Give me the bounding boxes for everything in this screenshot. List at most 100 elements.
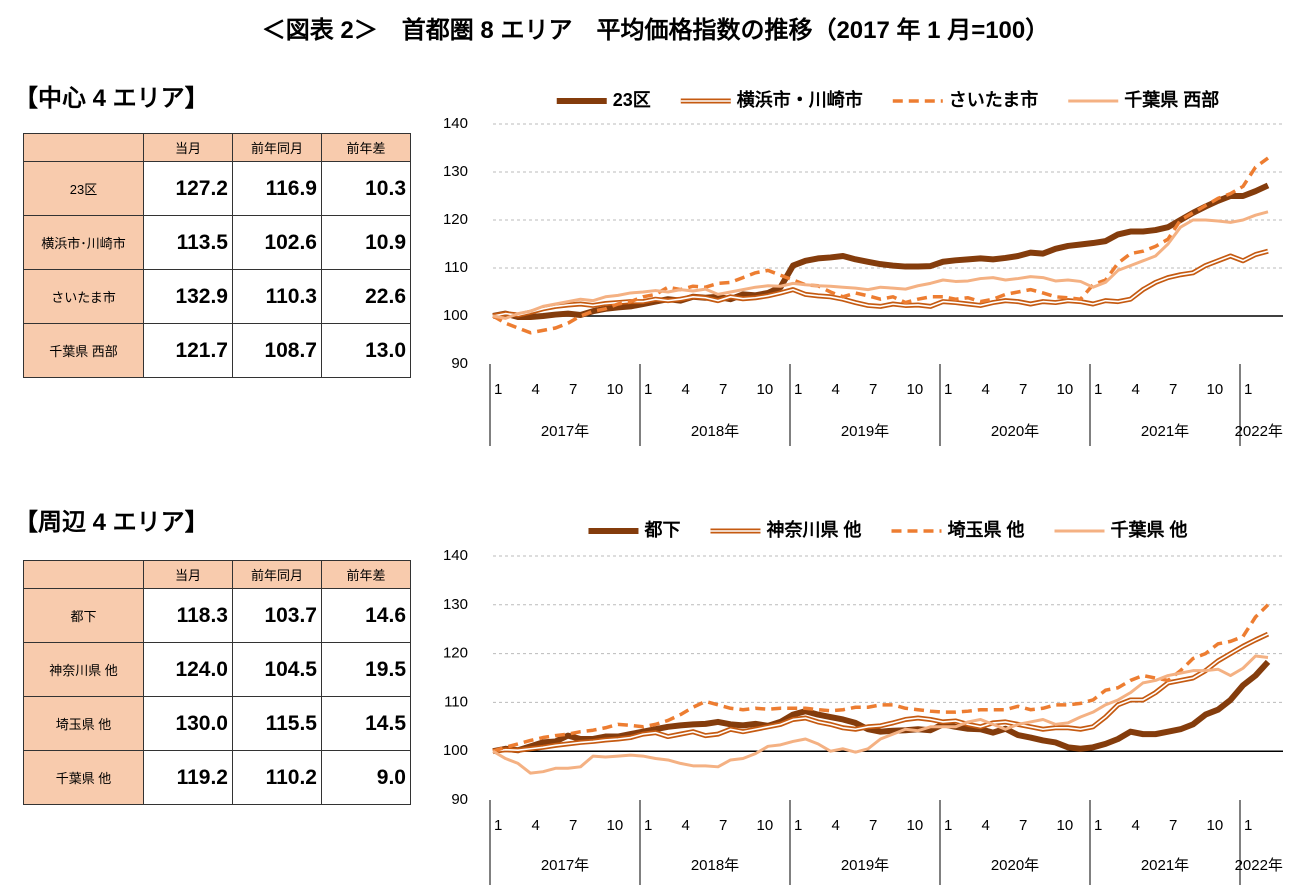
- series-line: [492, 659, 1271, 755]
- x-tick-label: 10: [907, 817, 924, 834]
- group-label: 2021年: [1141, 423, 1189, 440]
- y-tick-label: 100: [443, 307, 468, 324]
- header-cell: 前年差: [321, 133, 411, 162]
- series-line: [492, 182, 1270, 320]
- header-cell: [23, 560, 144, 589]
- row-label: さいたま市: [23, 269, 144, 324]
- x-tick-label: 10: [757, 381, 774, 398]
- value-cell: 124.0: [143, 642, 233, 697]
- group-label: 2018年: [691, 423, 739, 440]
- group-label: 2022年: [1235, 423, 1283, 440]
- value-cell: 130.0: [143, 696, 233, 751]
- group-label: 2018年: [691, 857, 739, 874]
- x-tick-label: 4: [832, 817, 840, 834]
- x-tick-label: 1: [494, 381, 502, 398]
- legend-label: さいたま市: [949, 89, 1038, 110]
- x-tick-label: 7: [569, 817, 577, 834]
- y-tick-label: 110: [444, 259, 468, 276]
- x-tick-label: 4: [682, 817, 690, 834]
- x-tick-label: 10: [1207, 381, 1224, 398]
- x-tick-label: 10: [907, 381, 924, 398]
- x-tick-label: 10: [1057, 381, 1074, 398]
- x-tick-label: 4: [532, 381, 540, 398]
- value-cell: 118.3: [143, 588, 233, 643]
- value-cell: 113.5: [143, 215, 233, 270]
- x-tick-label: 4: [682, 381, 690, 398]
- group-label: 2020年: [991, 857, 1039, 874]
- section-heading: 【周辺 4 エリア】: [14, 509, 209, 536]
- x-tick-label: 1: [644, 817, 652, 834]
- group-label: 2020年: [991, 423, 1039, 440]
- x-tick-label: 10: [757, 817, 774, 834]
- x-tick-label: 1: [1094, 381, 1102, 398]
- value-cell: 132.9: [143, 269, 233, 324]
- legend-label: 神奈川県 他: [766, 519, 861, 540]
- x-tick-label: 4: [532, 817, 540, 834]
- value-cell: 103.7: [232, 588, 322, 643]
- x-tick-label: 10: [1207, 817, 1224, 834]
- group-label: 2017年: [541, 857, 589, 874]
- value-cell: 19.5: [321, 642, 411, 697]
- series-line-inner: [492, 250, 1269, 317]
- header-cell: 当月: [143, 560, 233, 589]
- y-tick-label: 90: [451, 791, 468, 808]
- legend-label: 埼玉県 他: [947, 519, 1024, 540]
- y-tick-label: 120: [443, 211, 468, 228]
- legend-label: 23区: [613, 90, 651, 110]
- y-tick-label: 140: [443, 115, 468, 132]
- value-cell: 9.0: [321, 750, 411, 805]
- legend-label: 千葉県 他: [1111, 519, 1188, 540]
- table-row: 千葉県 西部 121.7 108.7 13.0: [23, 323, 411, 378]
- legend-label: 横浜市・川崎市: [737, 89, 863, 110]
- group-label: 2019年: [841, 423, 889, 440]
- x-tick-label: 1: [1244, 381, 1252, 398]
- x-tick-label: 4: [982, 817, 990, 834]
- header-row: 当月 前年同月 前年差: [23, 133, 411, 162]
- y-tick-label: 100: [443, 742, 468, 759]
- x-tick-label: 1: [494, 817, 502, 834]
- x-tick-label: 1: [794, 817, 802, 834]
- header-cell: 前年差: [321, 560, 411, 589]
- header-cell: 前年同月: [232, 560, 322, 589]
- table-row: 埼玉県 他 130.0 115.5 14.5: [23, 696, 411, 751]
- group-label: 2021年: [1141, 857, 1189, 874]
- table-row: 都下 118.3 103.7 14.6: [23, 588, 411, 643]
- value-cell: 10.3: [321, 161, 411, 216]
- series-line: [492, 603, 1270, 753]
- value-cell: 14.5: [321, 696, 411, 751]
- data-table: 当月 前年同月 前年差 23区 127.2 116.9 10.3 横浜市･川崎市 113.5 10…: [23, 133, 411, 378]
- x-tick-label: 7: [1169, 381, 1177, 398]
- group-label: 2019年: [841, 857, 889, 874]
- table-row: 横浜市･川崎市 113.5 102.6 10.9: [23, 215, 411, 270]
- value-cell: 127.2: [143, 161, 233, 216]
- value-cell: 102.6: [232, 215, 322, 270]
- x-tick-label: 7: [1019, 381, 1027, 398]
- value-cell: 14.6: [321, 588, 411, 643]
- legend: 23区 横浜市・川崎市 さいたま市 千葉県 西部: [556, 89, 1219, 110]
- x-tick-label: 7: [719, 381, 727, 398]
- x-tick-label: 4: [982, 381, 990, 398]
- table-row: 千葉県 他 119.2 110.2 9.0: [23, 750, 411, 805]
- x-tick-label: 10: [1057, 817, 1074, 834]
- y-tick-label: 120: [443, 645, 468, 662]
- x-tick-label: 7: [569, 381, 577, 398]
- x-tick-label: 7: [1169, 817, 1177, 834]
- series-line: [492, 156, 1270, 335]
- legend: 都下 神奈川県 他 埼玉県 他 千葉県 他: [588, 519, 1188, 540]
- x-tick-label: 10: [607, 817, 624, 834]
- row-label: 埼玉県 他: [23, 696, 144, 751]
- value-cell: 110.2: [232, 750, 322, 805]
- y-tick-label: 130: [443, 163, 468, 180]
- group-label: 2022年: [1235, 857, 1283, 874]
- value-cell: 10.9: [321, 215, 411, 270]
- y-tick-label: 90: [451, 355, 468, 372]
- x-tick-label: 7: [1019, 817, 1027, 834]
- value-cell: 116.9: [232, 161, 322, 216]
- x-tick-label: 1: [944, 381, 952, 398]
- x-tick-label: 1: [1244, 817, 1252, 834]
- y-tick-label: 130: [443, 596, 468, 613]
- value-cell: 110.3: [232, 269, 322, 324]
- x-tick-label: 7: [869, 817, 877, 834]
